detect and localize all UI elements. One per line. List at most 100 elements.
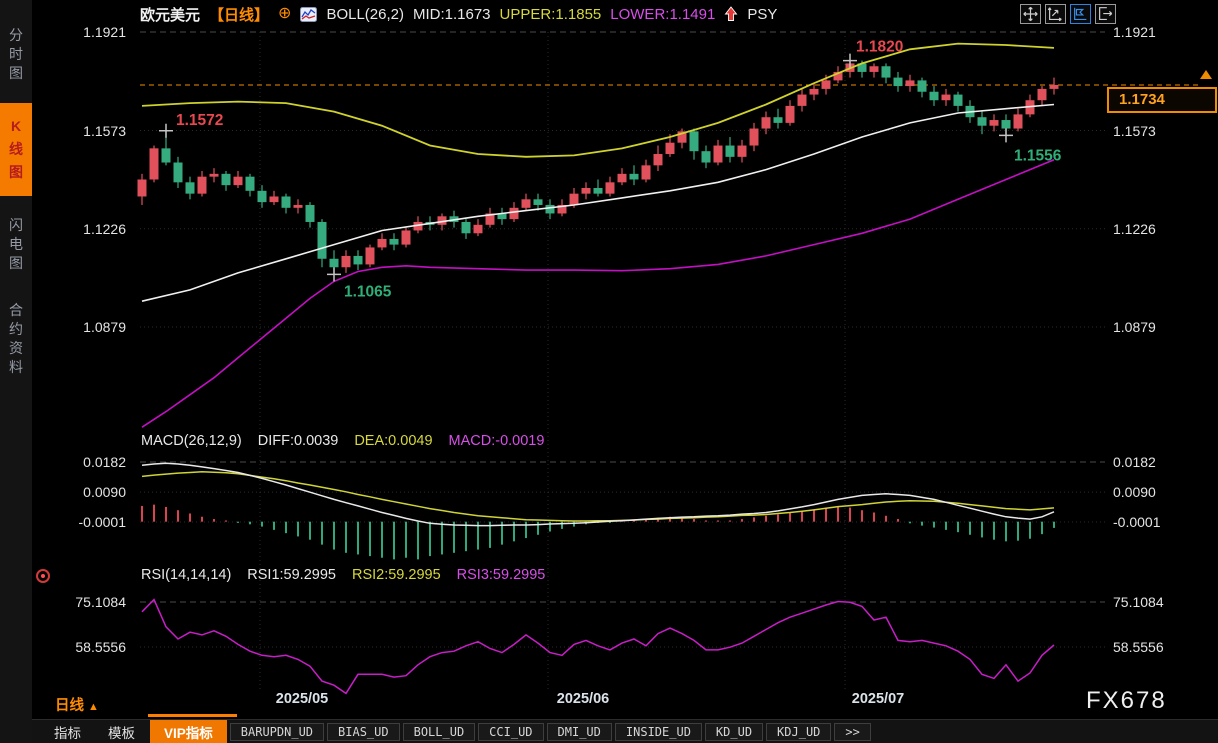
sidebar-item-char: 时 bbox=[9, 46, 23, 62]
boll-indicator-label: BOLL(26,2) bbox=[326, 5, 404, 23]
y-axis-label-left: 1.0879 bbox=[83, 318, 126, 335]
psy-label[interactable]: PSY bbox=[747, 5, 778, 23]
candle-down bbox=[497, 213, 507, 220]
candle-up bbox=[749, 128, 759, 146]
candle-down bbox=[245, 176, 255, 191]
sidebar-item-flash-chart[interactable]: 闪电图 bbox=[0, 208, 32, 281]
candle-down bbox=[689, 131, 699, 152]
tab-cci-ud[interactable]: CCI_UD bbox=[478, 722, 544, 741]
candle-up bbox=[1049, 84, 1059, 89]
tab-indicator[interactable]: 指标 bbox=[54, 725, 81, 741]
y-axis-label-right: 1.0879 bbox=[1113, 318, 1156, 335]
candle-up bbox=[833, 71, 843, 81]
candle-down bbox=[185, 182, 195, 194]
price-annotation: 1.1065 bbox=[344, 283, 392, 300]
y-axis-label-left: 1.1573 bbox=[83, 122, 126, 139]
tab-kd-ud[interactable]: KD_UD bbox=[704, 722, 764, 741]
chart-legend: 欧元美元 【日线】 ⊕ BOLL(26,2) MID:1.1673 UPPER:… bbox=[140, 2, 777, 26]
macd-dea-line bbox=[141, 471, 1055, 522]
alert-target-icon[interactable] bbox=[36, 569, 50, 583]
y-axis-label-right: 1.1573 bbox=[1113, 122, 1156, 139]
candle-up bbox=[797, 94, 807, 106]
candle-up bbox=[785, 105, 795, 123]
price-cross-marker bbox=[327, 267, 341, 282]
period-tag: 【日线】 bbox=[209, 6, 270, 24]
period-selector[interactable]: 日线 ▲ bbox=[55, 694, 99, 715]
rsi-indicator-label: RSI(14,14,14) bbox=[141, 567, 232, 583]
candle-down bbox=[173, 162, 183, 183]
candle-down bbox=[329, 258, 339, 268]
y-axis-label-right: 58.5556 bbox=[1113, 639, 1164, 655]
y-axis-label-right: 0.0182 bbox=[1113, 454, 1156, 470]
y-axis-label-right: 1.1921 bbox=[1113, 24, 1156, 40]
candle-up bbox=[413, 221, 423, 231]
candle-up bbox=[149, 148, 159, 180]
sidebar-item-char: 图 bbox=[9, 164, 23, 180]
h-scrollbar-thumb[interactable] bbox=[148, 714, 237, 717]
candle-up bbox=[737, 145, 747, 157]
y-axis-label-left: 1.1921 bbox=[83, 24, 126, 40]
tab-boll-ud[interactable]: BOLL_UD bbox=[402, 722, 476, 741]
price-cross-marker bbox=[843, 53, 857, 68]
detach-window-icon[interactable] bbox=[1095, 4, 1116, 24]
candle-down bbox=[389, 238, 399, 245]
y-axis-label-left: 0.0182 bbox=[83, 454, 126, 470]
boll-upper-line bbox=[141, 42, 1055, 158]
chart-toolbar bbox=[1020, 4, 1116, 24]
y-axis-label-right: 75.1084 bbox=[1113, 594, 1164, 610]
candle-down bbox=[353, 255, 363, 265]
tab-more[interactable]: >> bbox=[834, 722, 871, 741]
price-up-triangle-icon bbox=[1200, 70, 1212, 79]
circle-plus-icon[interactable]: ⊕ bbox=[278, 5, 292, 22]
tab-vip-indicator[interactable]: VIP指标 bbox=[150, 719, 227, 743]
candle-down bbox=[1001, 120, 1011, 129]
axis-zoom-icon[interactable] bbox=[1045, 4, 1066, 24]
macd-macd-value: MACD:-0.0019 bbox=[448, 433, 545, 449]
candle-up bbox=[365, 247, 375, 265]
candle-up bbox=[869, 66, 879, 72]
candle-up bbox=[233, 176, 243, 186]
bottom-tab-bar: 指标 模板 VIP指标 BARUPDN_UD BIAS_UD BOLL_UD CCI_UD D… bbox=[32, 719, 1218, 743]
rsi2-value: RSI2:59.2995 bbox=[351, 567, 441, 583]
kline-chart-icon bbox=[300, 6, 318, 22]
tab-bias-ud[interactable]: BIAS_UD bbox=[327, 722, 400, 741]
candle-up bbox=[905, 80, 915, 87]
tab-inside-ud[interactable]: INSIDE_UD bbox=[614, 722, 702, 741]
candle-down bbox=[533, 199, 543, 205]
macd-diff-value: DIFF:0.0039 bbox=[257, 433, 339, 449]
candle-down bbox=[917, 80, 927, 92]
candle-up bbox=[677, 131, 687, 143]
candle-up bbox=[197, 176, 207, 194]
boll-mid-value: MID:1.1673 bbox=[412, 5, 491, 23]
sidebar-item-time-chart[interactable]: 分时图 bbox=[0, 18, 32, 91]
tab-kdj-ud[interactable]: KDJ_UD bbox=[766, 722, 832, 741]
candle-up bbox=[653, 154, 663, 166]
sidebar-item-contract-info[interactable]: 合约资料 bbox=[0, 293, 32, 385]
candle-up bbox=[665, 142, 675, 155]
y-axis-label-right: 0.0090 bbox=[1113, 484, 1156, 501]
pan-tool-icon[interactable] bbox=[1020, 4, 1041, 24]
candle-up bbox=[293, 204, 303, 208]
sidebar-item-char: 线 bbox=[9, 141, 23, 157]
rsi-line bbox=[141, 598, 1055, 695]
crosshair-flag-icon[interactable] bbox=[1070, 4, 1091, 24]
sidebar-item-char: 图 bbox=[9, 255, 23, 271]
tab-barupdn-ud[interactable]: BARUPDN_UD bbox=[229, 722, 325, 741]
sidebar-item-char: 合 bbox=[9, 302, 23, 318]
rsi-header: RSI(14,14,14) RSI1:59.2995 RSI2:59.2995 … bbox=[141, 567, 545, 583]
sidebar-item-char: K bbox=[10, 118, 22, 134]
candle-down bbox=[953, 94, 963, 106]
y-axis-label-left: 1.1226 bbox=[83, 220, 126, 237]
candle-down bbox=[857, 63, 867, 72]
tab-dmi-ud[interactable]: DMI_UD bbox=[546, 722, 612, 741]
candle-up bbox=[401, 230, 411, 245]
tab-template[interactable]: 模板 bbox=[108, 725, 135, 741]
period-dropdown-arrow-icon: ▲ bbox=[88, 701, 99, 713]
candle-down bbox=[929, 91, 939, 101]
x-axis-label: 2025/05 bbox=[275, 691, 329, 707]
candle-up bbox=[989, 120, 999, 126]
candle-up bbox=[557, 204, 567, 214]
